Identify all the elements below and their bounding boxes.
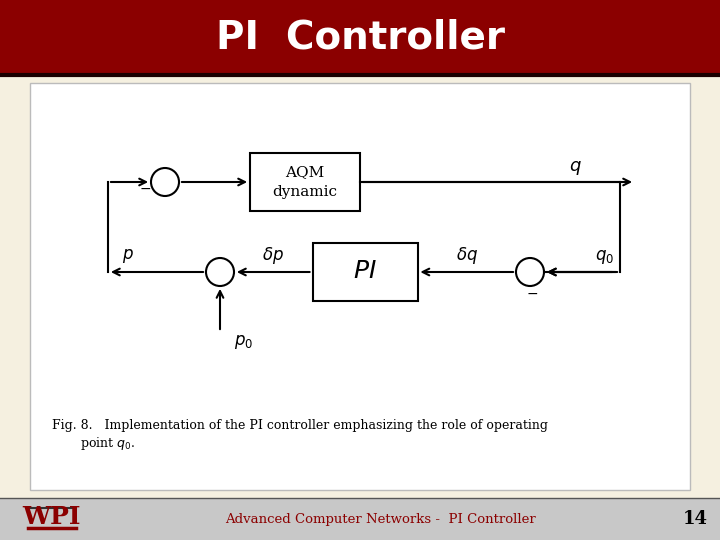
Text: $-$: $-$ bbox=[139, 181, 151, 195]
Text: $\delta q$: $\delta q$ bbox=[456, 246, 478, 267]
Bar bbox=[250, 153, 360, 211]
Text: $\delta p$: $\delta p$ bbox=[262, 246, 284, 267]
Text: Fig. 8.   Implementation of the PI controller emphasizing the role of operating: Fig. 8. Implementation of the PI control… bbox=[52, 418, 548, 431]
Bar bbox=[0, 0, 720, 75]
Text: $p_0$: $p_0$ bbox=[234, 333, 253, 351]
Text: Advanced Computer Networks -  PI Controller: Advanced Computer Networks - PI Controll… bbox=[225, 512, 536, 525]
Text: PI  Controller: PI Controller bbox=[215, 18, 505, 57]
Text: 14: 14 bbox=[683, 510, 708, 528]
Text: $p$: $p$ bbox=[122, 247, 134, 265]
Text: $q$: $q$ bbox=[569, 159, 581, 177]
Text: $q_0$: $q_0$ bbox=[595, 248, 615, 266]
Bar bbox=[0, 498, 720, 540]
Text: $PI$: $PI$ bbox=[353, 260, 377, 284]
Text: dynamic: dynamic bbox=[272, 185, 338, 199]
Bar bbox=[30, 83, 690, 490]
Text: point $q_0$.: point $q_0$. bbox=[80, 435, 135, 451]
Text: WPI: WPI bbox=[23, 505, 81, 529]
Bar bbox=[312, 243, 418, 301]
Text: $-$: $-$ bbox=[526, 286, 538, 300]
Text: AQM: AQM bbox=[285, 165, 325, 179]
